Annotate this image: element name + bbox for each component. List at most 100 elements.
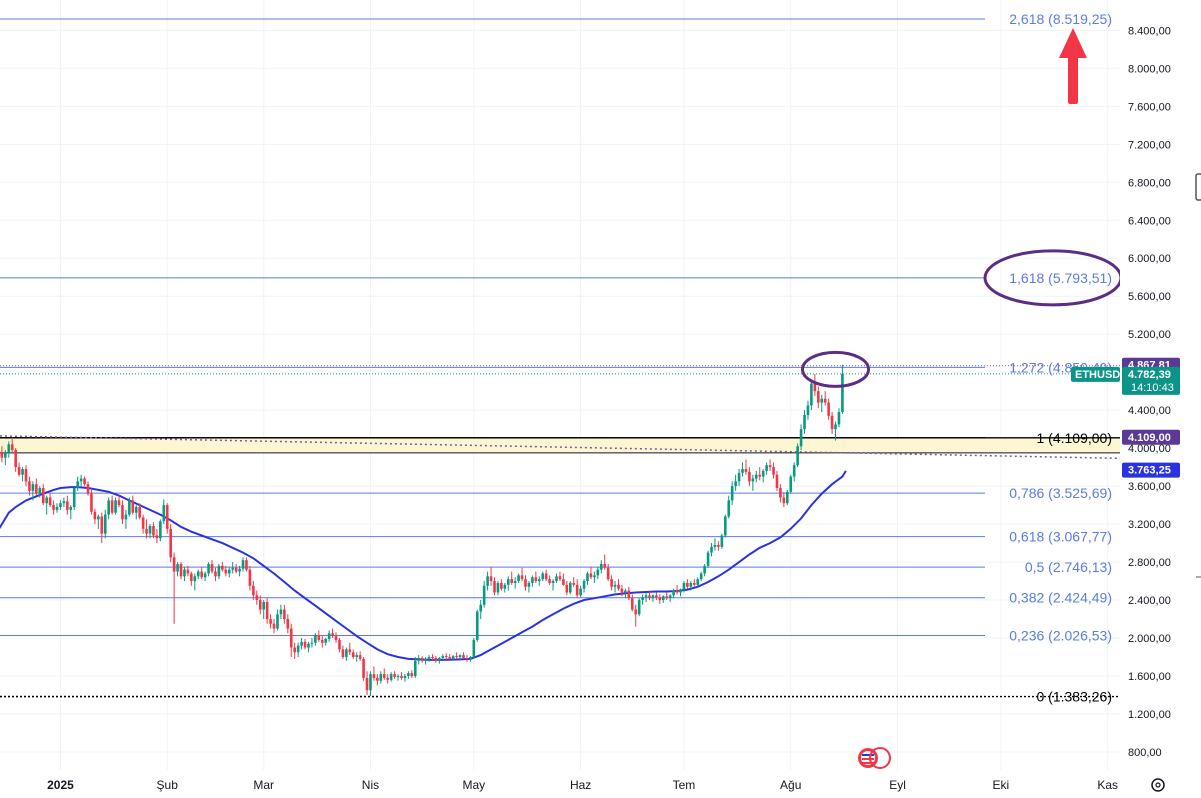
candle <box>568 581 572 595</box>
candle <box>565 581 569 596</box>
candle <box>186 565 190 577</box>
price-tag-bg <box>1122 429 1180 445</box>
candle <box>596 566 600 580</box>
candle-body <box>496 582 500 593</box>
fib-level-label: 2,618 (8.519,25) <box>1009 11 1112 27</box>
fib-level-label: 1 (4.109,00) <box>1037 430 1113 446</box>
candle <box>210 560 214 574</box>
candle-body <box>351 652 355 658</box>
candle-body <box>679 589 682 593</box>
arrow-shaft <box>1068 56 1078 104</box>
candle <box>668 594 672 602</box>
candle-body <box>682 582 686 590</box>
y-tick-label: 7.200,00 <box>1128 139 1171 151</box>
candle-body <box>427 657 431 659</box>
y-tick-label: 6.000,00 <box>1128 253 1171 265</box>
candle <box>97 514 100 529</box>
candle-body <box>107 500 110 515</box>
candle <box>617 579 620 591</box>
candle <box>172 552 176 624</box>
candle-body <box>661 596 665 601</box>
candle <box>792 462 796 482</box>
y-tick-label: 8.400,00 <box>1128 25 1171 37</box>
candle <box>148 524 152 539</box>
candle-body <box>48 497 52 506</box>
candle-body <box>665 596 669 599</box>
candle-body <box>393 674 396 677</box>
candle-body <box>575 584 579 596</box>
candle <box>134 505 138 520</box>
candle <box>324 638 327 646</box>
candle-body <box>179 563 183 577</box>
candle-body <box>283 609 286 620</box>
candle <box>489 566 493 586</box>
candle-body <box>128 500 131 515</box>
fib-level-label: 1,618 (5.793,51) <box>1009 270 1112 286</box>
candle <box>314 633 317 646</box>
candle-body <box>765 465 768 471</box>
candle <box>593 571 596 583</box>
candle <box>562 573 565 586</box>
candle-body <box>376 677 379 681</box>
candle <box>234 563 238 574</box>
candle <box>348 642 352 656</box>
candle <box>744 459 748 475</box>
candle <box>448 654 452 661</box>
flag-icon[interactable] <box>858 747 891 769</box>
candle-body <box>506 579 510 585</box>
y-tick-label: 5.200,00 <box>1128 329 1171 341</box>
candle <box>730 481 734 506</box>
y-tick-label: 2.000,00 <box>1128 633 1171 645</box>
candle <box>179 562 183 580</box>
candle <box>544 569 548 582</box>
symbol-tag-label: ETHUSD <box>1075 369 1120 381</box>
candle-body <box>658 597 662 601</box>
candle <box>727 495 731 519</box>
candle <box>806 400 810 420</box>
candle <box>510 571 514 585</box>
candle <box>76 476 79 491</box>
scroll-marker <box>1196 576 1201 578</box>
x-tick-label: Eki <box>993 778 1010 792</box>
candle <box>613 581 617 593</box>
candle-body <box>103 514 107 534</box>
candle-body <box>761 470 765 477</box>
candle-body <box>76 481 79 489</box>
candle-body <box>417 657 421 661</box>
candle <box>748 467 751 487</box>
candle <box>841 364 844 414</box>
y-tick-label: 7.600,00 <box>1128 101 1171 113</box>
candle <box>634 604 638 627</box>
candle <box>772 462 775 479</box>
candle-body <box>813 383 817 392</box>
candle <box>303 638 307 650</box>
candle-body <box>59 503 62 508</box>
candle-body <box>407 673 410 677</box>
candle <box>407 671 410 679</box>
candle-body <box>341 649 345 658</box>
time-axis[interactable]: 2025 Şub Mar Nis May Haz Tem Ağu Eyl Eki Kas <box>0 770 1201 798</box>
candle-body <box>124 514 128 520</box>
settings-gear-icon[interactable] <box>1151 778 1165 792</box>
candle <box>269 614 272 629</box>
x-tick-label: Nis <box>362 778 379 792</box>
candle <box>575 579 579 599</box>
candle-body <box>748 471 751 482</box>
candle-body <box>779 488 782 498</box>
candle <box>606 563 610 582</box>
candle <box>217 563 221 580</box>
candle <box>548 575 551 585</box>
candle <box>741 462 744 477</box>
candle-body <box>145 528 148 534</box>
candle-body <box>758 474 762 477</box>
candle <box>327 630 331 642</box>
candle <box>351 649 355 659</box>
candle-body <box>93 511 97 520</box>
candle <box>365 671 369 695</box>
candle-body <box>7 444 11 453</box>
candle <box>138 503 141 520</box>
y-tick-label: 5.600,00 <box>1128 291 1171 303</box>
candle <box>279 604 283 620</box>
scroll-handle[interactable] <box>1195 173 1201 201</box>
